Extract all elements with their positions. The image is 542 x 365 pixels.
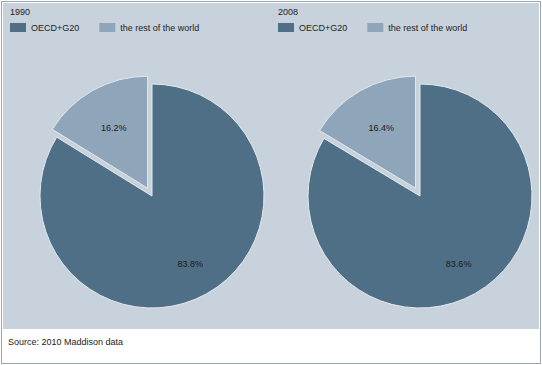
legend-swatch [367, 23, 383, 32]
outer-frame [2, 2, 541, 364]
legend-label: the rest of the world [120, 23, 199, 33]
title: 1990 [10, 7, 30, 17]
legend-label: the rest of the world [388, 23, 467, 33]
legend-swatch [99, 23, 115, 32]
data-label: 83.8% [177, 259, 203, 269]
legend-label: OECD+G20 [299, 23, 347, 33]
data-label: 16.4% [369, 123, 395, 133]
legend-label: OECD+G20 [31, 23, 79, 33]
chart-root: Source: 2010 Maddison data1990OECD+G20th… [0, 0, 542, 365]
pie-slice [320, 76, 416, 188]
pie-chart: 1990OECD+G20 the rest of the world 83.8% 16… [10, 7, 264, 308]
source: Source: 2010 Maddison data [8, 337, 123, 347]
slices [40, 76, 264, 308]
legend-swatch [278, 23, 294, 32]
legend-swatch [10, 23, 26, 32]
data-labels: 83.6% 16.4% [369, 123, 472, 269]
data-label: 16.2% [101, 123, 127, 133]
data-label: 83.6% [446, 259, 472, 269]
title: 2008 [278, 7, 298, 17]
slices [308, 76, 532, 308]
pie-slice [52, 76, 147, 188]
data-labels: 83.8% 16.2% [101, 123, 203, 270]
pie-chart: 2008OECD+G20 the rest of the world 83.6% 16… [278, 7, 532, 308]
panel [3, 3, 539, 329]
